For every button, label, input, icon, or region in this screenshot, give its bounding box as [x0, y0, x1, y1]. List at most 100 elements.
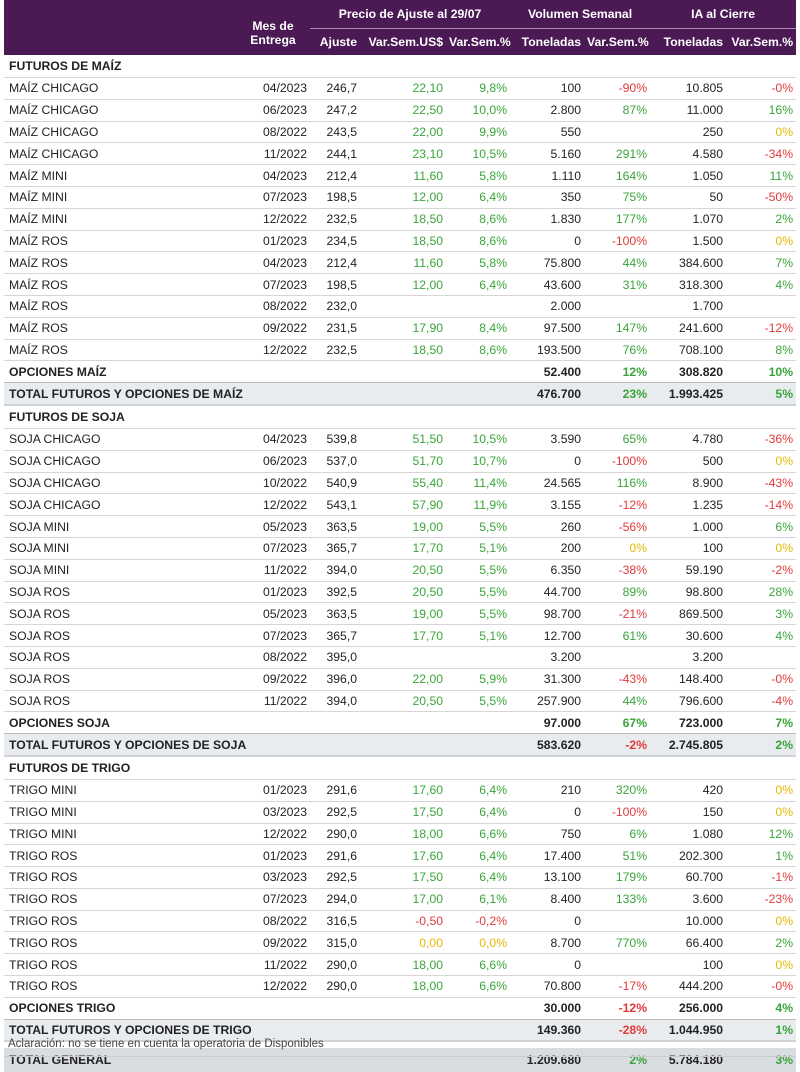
cell-toneladas-ia: 5.784.180 — [650, 1048, 727, 1072]
cell-var-pct: 6,4% — [446, 844, 511, 868]
table-row: TRIGO ROS 12/2022 290,0 18,00 6,6% 70.800 -17%… — [4, 975, 797, 998]
header-precio-group: Precio de Ajuste al 29/07 — [310, 0, 511, 29]
cell-ajuste: 394,0 — [310, 559, 360, 582]
cell-ajuste: 394,0 — [310, 690, 360, 713]
cell-var-pct: 6,6% — [446, 823, 511, 846]
cell-mes: 09/2022 — [236, 317, 310, 340]
cell-mes: 12/2022 — [236, 493, 310, 517]
cell-toneladas-ia: 4.580 — [650, 142, 727, 166]
cell-var-ia: 11% — [726, 164, 797, 187]
cell-toneladas-vol: 0 — [510, 801, 585, 824]
section-total-row: TOTAL FUTUROS Y OPCIONES DE TRIGO 149.360… — [4, 1019, 797, 1043]
cell-ajuste: 232,0 — [310, 295, 360, 318]
cell-contract: TRIGO ROS — [4, 910, 236, 933]
row-label: TOTAL FUTUROS Y OPCIONES DE SOJA — [4, 733, 511, 757]
cell-toneladas-vol: 6.350 — [510, 559, 585, 582]
header-var-ia: Var.Sem.% — [726, 28, 797, 55]
options-row: OPCIONES SOJA 97.000 67% 723.000 7% — [4, 711, 797, 735]
cell-contract: MAÍZ ROS — [4, 230, 236, 253]
header-ia-group: IA al Cierre — [650, 0, 797, 29]
cell-ajuste: 198,5 — [310, 273, 360, 296]
cell-ajuste: 290,0 — [310, 823, 360, 846]
cell-contract: SOJA ROS — [4, 646, 236, 669]
cell-var-vol: 51% — [584, 844, 651, 868]
cell-var-ia: 2% — [726, 931, 797, 955]
cell-contract: TRIGO ROS — [4, 844, 236, 868]
cell-toneladas-vol: 0 — [510, 450, 585, 473]
cell-var-ia: 0% — [726, 953, 797, 977]
cell-toneladas-ia: 241.600 — [650, 317, 727, 340]
cell-contract: MAÍZ MINI — [4, 164, 236, 187]
cell-var-ia: -1% — [726, 866, 797, 889]
table-row: SOJA ROS 05/2023 363,5 19,00 5,5% 98.700 -21% 8… — [4, 602, 797, 626]
cell-var-vol: 67% — [584, 711, 651, 735]
table-row: SOJA ROS 09/2022 396,0 22,00 5,9% 31.300 -43% 1… — [4, 668, 797, 691]
cell-var-pct: 5,1% — [446, 624, 511, 647]
cell-ajuste: 543,1 — [310, 493, 360, 517]
cell-var-us — [360, 295, 446, 318]
cell-var-pct: 0,0% — [446, 931, 511, 955]
cell-contract: MAÍZ ROS — [4, 295, 236, 318]
table-row: MAÍZ CHICAGO 04/2023 246,7 22,10 9,8% 100 -90%… — [4, 77, 797, 100]
cell-contract: SOJA ROS — [4, 602, 236, 626]
cell-var-vol: 61% — [584, 624, 651, 647]
cell-ajuste: 231,5 — [310, 317, 360, 340]
cell-ajuste: 292,5 — [310, 801, 360, 824]
cell-toneladas-vol: 12.700 — [510, 624, 585, 647]
cell-var-vol — [584, 910, 651, 933]
cell-var-ia: 7% — [726, 711, 797, 735]
cell-var-vol: 87% — [584, 99, 651, 122]
cell-toneladas-vol: 24.565 — [510, 472, 585, 495]
cell-toneladas-ia: 869.500 — [650, 602, 727, 626]
cell-mes: 10/2022 — [236, 472, 310, 495]
table-row: MAÍZ ROS 01/2023 234,5 18,50 8,6% 0 -100% 1.500… — [4, 230, 797, 253]
section-title: FUTUROS DE TRIGO — [4, 755, 797, 780]
cell-toneladas-vol: 0 — [510, 953, 585, 977]
cell-toneladas-vol: 97.500 — [510, 317, 585, 340]
cell-toneladas-ia: 1.993.425 — [650, 382, 727, 406]
cell-var-pct: 9,9% — [446, 121, 511, 144]
market-summary-table-wrapper: Mes de Entrega Precio de Ajuste al 29/07… — [4, 0, 797, 1072]
cell-var-ia: 12% — [726, 823, 797, 846]
cell-var-ia: 10% — [726, 360, 797, 384]
table-row: TRIGO ROS 01/2023 291,6 17,60 6,4% 17.400 51% 2… — [4, 844, 797, 868]
cell-contract: TRIGO ROS — [4, 975, 236, 998]
cell-var-us: 22,00 — [360, 668, 446, 691]
cell-var-us: 17,60 — [360, 779, 446, 802]
header-mes-entrega: Mes de Entrega — [236, 0, 310, 55]
table-row: MAÍZ MINI 12/2022 232,5 18,50 8,6% 1.830 177% 1… — [4, 208, 797, 231]
cell-mes: 12/2022 — [236, 208, 310, 231]
spacer-cell — [4, 1041, 797, 1049]
header-toneladas-ia: Toneladas — [650, 28, 727, 55]
cell-contract: MAÍZ CHICAGO — [4, 121, 236, 144]
cell-toneladas-ia: 1.700 — [650, 295, 727, 318]
cell-toneladas-ia: 1.050 — [650, 164, 727, 187]
cell-var-us: 11,60 — [360, 164, 446, 187]
cell-ajuste: 243,5 — [310, 121, 360, 144]
table-row: MAÍZ ROS 08/2022 232,0 2.000 1.700 — [4, 295, 797, 318]
cell-var-vol: 116% — [584, 472, 651, 495]
table-row: SOJA MINI 05/2023 363,5 19,00 5,5% 260 -56% 1.0… — [4, 515, 797, 538]
cell-var-ia: 5% — [726, 382, 797, 406]
cell-var-ia: 28% — [726, 581, 797, 604]
cell-var-ia: 0% — [726, 121, 797, 144]
cell-var-vol: 291% — [584, 142, 651, 166]
cell-toneladas-ia: 30.600 — [650, 624, 727, 647]
cell-mes: 11/2022 — [236, 690, 310, 713]
cell-contract: MAÍZ ROS — [4, 317, 236, 340]
cell-var-vol: 31% — [584, 273, 651, 296]
cell-toneladas-ia: 100 — [650, 537, 727, 560]
cell-var-us: 22,10 — [360, 77, 446, 100]
cell-var-ia: -36% — [726, 428, 797, 451]
cell-toneladas-ia: 50 — [650, 186, 727, 209]
cell-toneladas-ia: 500 — [650, 450, 727, 473]
cell-mes: 06/2023 — [236, 99, 310, 122]
cell-var-us: 51,70 — [360, 450, 446, 473]
cell-toneladas-vol: 3.155 — [510, 493, 585, 517]
cell-var-ia: 4% — [726, 273, 797, 296]
cell-mes: 09/2022 — [236, 668, 310, 691]
cell-toneladas-vol: 97.000 — [510, 711, 585, 735]
cell-ajuste: 539,8 — [310, 428, 360, 451]
section-title: FUTUROS DE MAÍZ — [4, 55, 797, 78]
row-label: TOTAL GENERAL — [4, 1048, 511, 1072]
